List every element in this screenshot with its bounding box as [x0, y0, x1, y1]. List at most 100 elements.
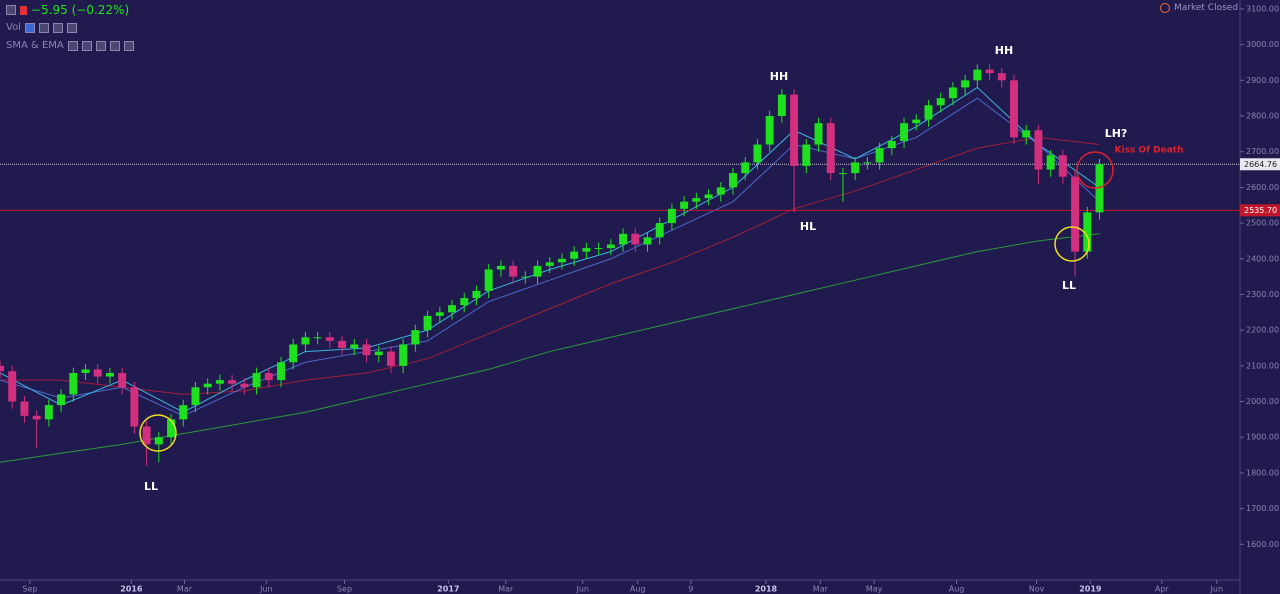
add-icon[interactable] [109, 40, 120, 51]
candle-body [472, 290, 481, 299]
candle-body [191, 387, 200, 406]
price-label-box [1240, 204, 1280, 217]
candle-body [1046, 155, 1055, 170]
candle-body [448, 305, 456, 313]
candle-body [924, 105, 933, 120]
candle-body [643, 237, 652, 245]
candle-body [997, 73, 1006, 81]
candle-body [631, 233, 640, 245]
x-tick-label: Aug [630, 585, 646, 594]
status-icon [1160, 3, 1170, 13]
x-tick-label: Jun [259, 585, 273, 594]
candle-body [1083, 212, 1092, 252]
candle-body [264, 372, 273, 381]
flag-icon[interactable] [20, 5, 27, 15]
add-icon[interactable] [52, 22, 63, 33]
candle-body [423, 315, 432, 331]
candle-body [667, 208, 676, 224]
x-tick-label: Apr [1155, 585, 1170, 594]
candle-body [985, 69, 994, 74]
candle-body [594, 248, 603, 250]
candle-body [1071, 176, 1080, 252]
settings-icon[interactable] [81, 40, 92, 51]
price-change: −5.95 (−0.22%) [31, 3, 130, 17]
y-tick-label: 2000.00 [1246, 397, 1279, 406]
candle-body [509, 265, 518, 277]
settings-icon[interactable] [38, 22, 49, 33]
candle-body [8, 371, 17, 402]
candle-body [973, 69, 982, 81]
x-tick-label: 2019 [1079, 585, 1102, 594]
candle-body [252, 372, 261, 388]
collapse-icon[interactable] [6, 5, 16, 15]
candle-body [69, 372, 78, 395]
candle-body [692, 198, 701, 202]
x-tick-label: Mar [813, 585, 829, 594]
source-icon[interactable] [95, 40, 106, 51]
toggle-icon[interactable] [24, 22, 35, 33]
x-tick-label: 2017 [437, 585, 459, 594]
candle-body [374, 351, 383, 356]
annotation: LH? [1105, 127, 1128, 140]
candle-body [558, 258, 566, 263]
highlight-circle [1054, 226, 1090, 262]
annotation: HH [995, 44, 1013, 57]
candle-body [1034, 130, 1043, 170]
moving-average-line [0, 136, 1100, 395]
candle-body [545, 262, 554, 266]
candle-body [350, 344, 359, 348]
x-tick-label: Sep [337, 585, 352, 594]
x-tick-label: Sep [22, 585, 37, 594]
candle-body [289, 344, 298, 363]
candle-body [1058, 155, 1067, 177]
x-tick-label: Mar [177, 585, 193, 594]
x-tick-label: Jun [575, 585, 589, 594]
x-tick-label: Nov [1029, 585, 1045, 594]
candle-body [386, 351, 395, 366]
candle-body [0, 365, 4, 372]
candle-body [57, 394, 66, 406]
indicator-label: SMA & EMA [6, 40, 64, 51]
y-tick-label: 2100.00 [1246, 361, 1279, 370]
candle-body [313, 337, 322, 339]
close-icon[interactable] [123, 40, 134, 51]
candle-body [948, 87, 957, 99]
candle-body [729, 173, 737, 188]
candle-body [851, 162, 860, 174]
candle-body [435, 312, 444, 316]
candle-body [203, 383, 212, 388]
annotation: LL [1062, 279, 1076, 292]
candle-body [142, 426, 151, 445]
eye-icon[interactable] [67, 40, 78, 51]
annotation: Kiss Of Death [1115, 146, 1184, 156]
candle-body [680, 201, 689, 209]
indicator-row: SMA & EMA [6, 40, 134, 51]
candle-body [32, 415, 41, 420]
candle-body [167, 419, 176, 438]
candle-body [936, 98, 945, 106]
close-icon[interactable] [66, 22, 77, 33]
y-tick-label: 2300.00 [1246, 290, 1279, 299]
candle-body [362, 344, 371, 356]
x-tick-label: 9 [688, 585, 693, 594]
symbol-row: −5.95 (−0.22%) [6, 3, 129, 17]
x-tick-label: Jun [1210, 585, 1224, 594]
candle-body [790, 94, 799, 166]
annotation: HL [800, 220, 816, 233]
candle-body [741, 162, 750, 174]
y-tick-label: 1800.00 [1246, 468, 1279, 477]
candle-body [130, 387, 139, 427]
candle-body [814, 123, 823, 145]
candle-body [81, 369, 90, 373]
candle-body [875, 148, 884, 163]
candle-body [655, 223, 664, 238]
candle-body [826, 123, 835, 174]
candle-body [44, 405, 53, 420]
candle-body [838, 173, 847, 175]
candle-body [484, 269, 493, 291]
price-label: 2664.76 [1244, 160, 1277, 169]
candle-body [704, 194, 713, 199]
volume-label: Vol [6, 22, 21, 33]
candle-body [325, 337, 334, 341]
candle-body [1010, 80, 1018, 138]
